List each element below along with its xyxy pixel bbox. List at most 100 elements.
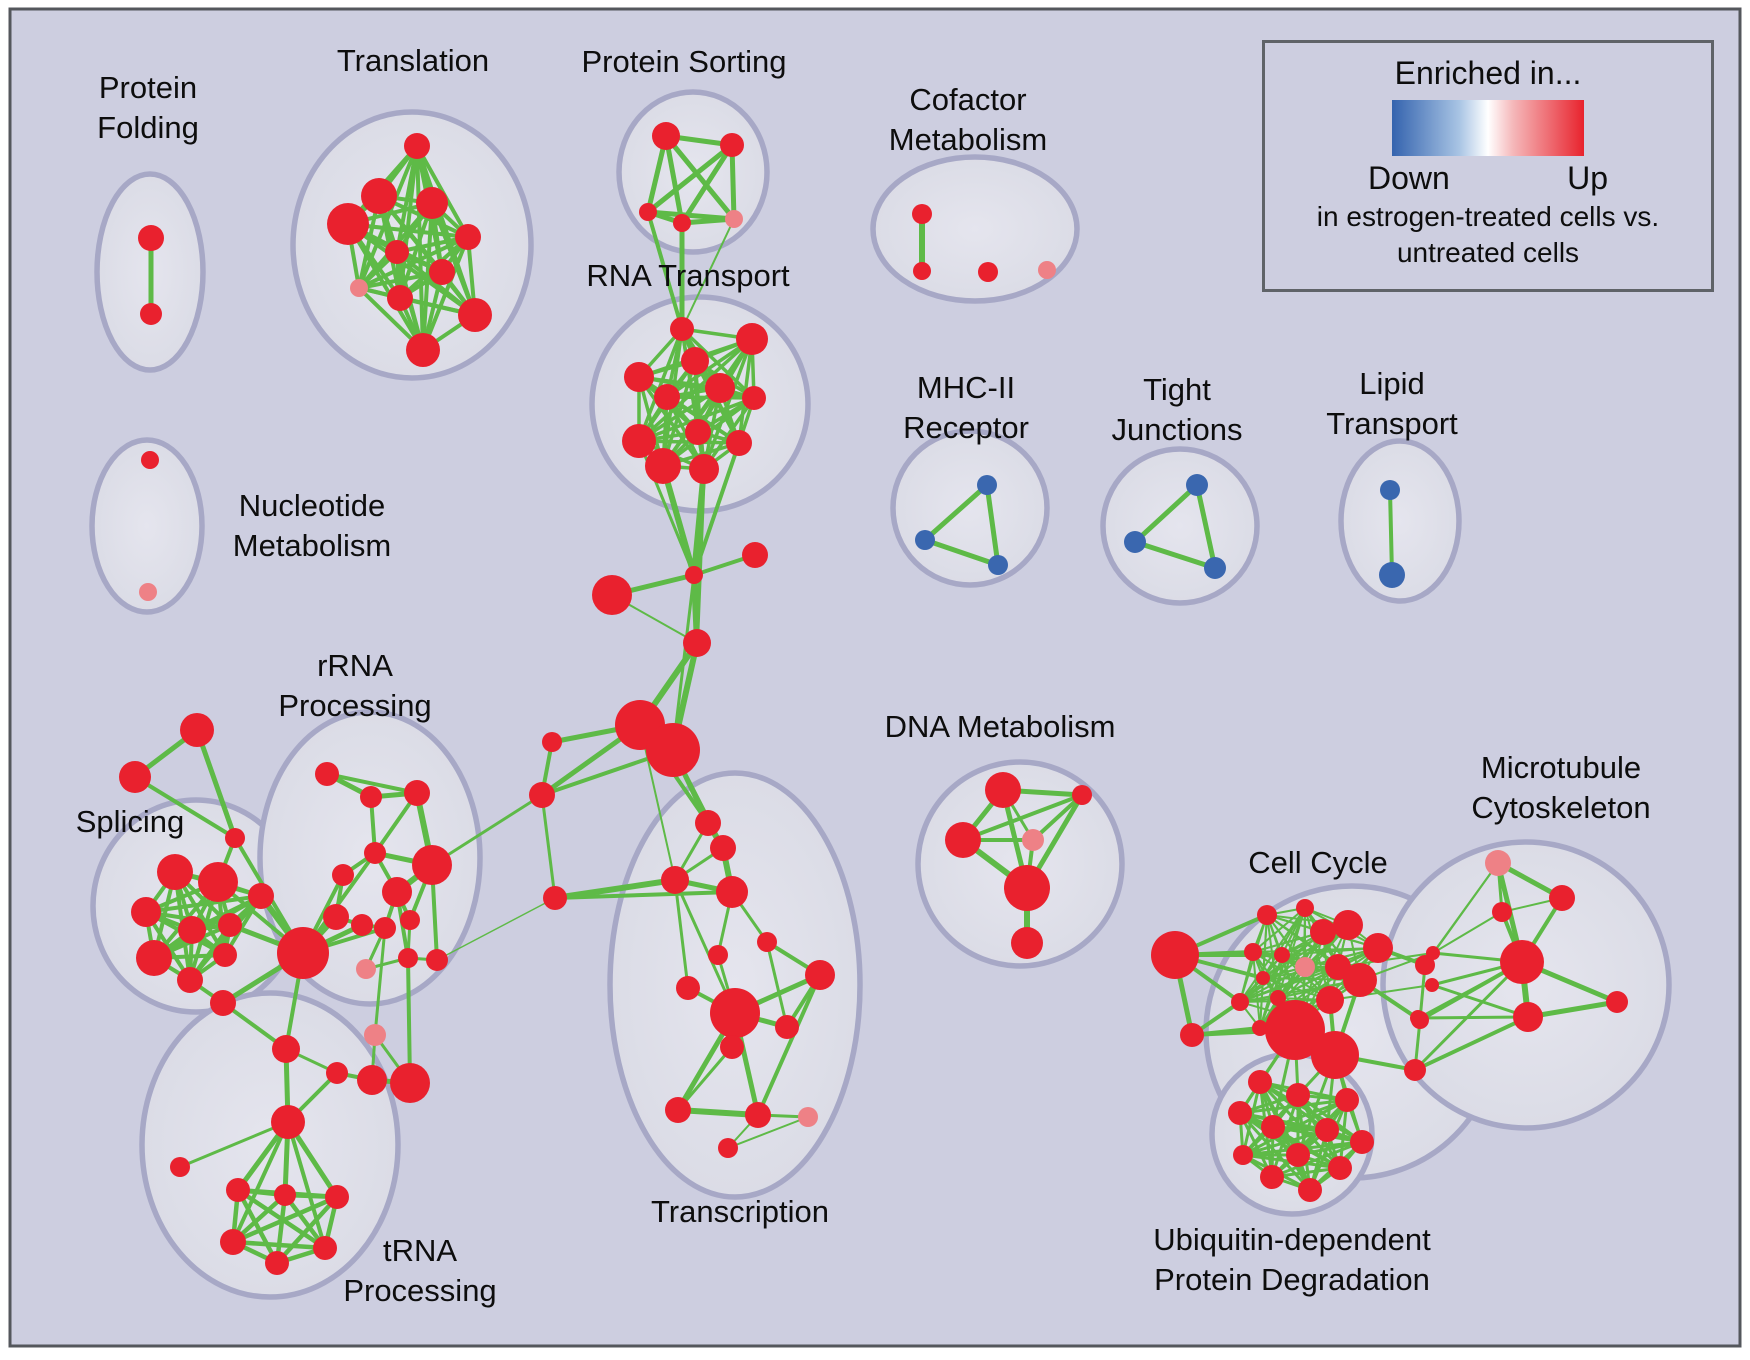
node-ubiquitin-degradation-5: [1315, 1118, 1339, 1142]
node-translation-5: [385, 240, 409, 264]
node-translation-4: [455, 224, 481, 250]
node-transcription-9: [775, 1015, 799, 1039]
node-transcription-13: [798, 1107, 818, 1127]
node-cell-cycle-7: [1244, 943, 1262, 961]
node-rrna-processing-6: [382, 877, 412, 907]
node-splicing-outer-2: [225, 828, 245, 848]
node-rrna-processing-16: [210, 990, 236, 1016]
node-transcription-8: [710, 988, 760, 1038]
cluster-ellipse-nucleotide-metabolism: [89, 437, 205, 615]
edge: [1432, 911, 1503, 954]
node-rna-transport-5: [654, 384, 680, 410]
edge: [274, 1194, 340, 1266]
node-cell-cycle-0: [1151, 931, 1199, 979]
edge: [230, 1194, 340, 1245]
node-cell-cycle-22: [1404, 1059, 1426, 1081]
network-nodes: [119, 122, 1628, 1275]
node-trna-processing-5: [220, 1229, 246, 1255]
edge: [1194, 482, 1218, 571]
node-cell-cycle-3: [1296, 899, 1314, 917]
node-rrna-processing-8: [351, 914, 373, 936]
cluster-label-mhc-ii-receptor: MHC-II Receptor: [903, 370, 1029, 445]
edge: [552, 877, 678, 901]
edge: [756, 973, 822, 1117]
node-transcription-10: [720, 1035, 744, 1059]
node-rna-transport-4: [705, 373, 735, 403]
node-ubiquitin-degradation-4: [1261, 1115, 1285, 1139]
node-cell-cycle-1: [1180, 1023, 1204, 1047]
node-nucleotide-metabolism-0: [141, 451, 159, 469]
edge: [357, 235, 470, 290]
edge: [1239, 979, 1361, 1003]
legend-down-label: Down: [1368, 160, 1450, 196]
edge: [663, 133, 737, 222]
cluster-label-rrna-processing: rRNA Processing: [278, 648, 432, 723]
node-trna-processing-1: [170, 1157, 190, 1177]
node-microtubule-cytoskeleton-0: [1485, 850, 1511, 876]
node-transcription-3: [716, 876, 748, 908]
node-rrna-processing-7: [323, 904, 349, 930]
node-cell-cycle-19: [1311, 1031, 1359, 1079]
legend-title: Enriched in...: [1394, 55, 1582, 91]
node-rna-transport-11: [689, 454, 719, 484]
edge: [765, 940, 789, 1029]
edge: [406, 956, 412, 1085]
node-cell-cycle-8: [1274, 947, 1290, 963]
cluster-label-tight-junctions: Tight Junctions: [1111, 372, 1243, 447]
node-trna-processing-7: [265, 1251, 289, 1275]
edge: [1031, 793, 1084, 842]
edge: [1259, 907, 1306, 1029]
cluster-label-microtubule-cytoskeleton: Microtubule Cytoskeleton: [1471, 750, 1651, 825]
node-connectors-1: [742, 542, 768, 568]
node-splicing-3: [178, 916, 206, 944]
node-translation-9: [458, 298, 492, 332]
node-protein-sorting-2: [639, 203, 657, 221]
cluster-label-translation: Translation: [336, 43, 490, 78]
node-cell-cycle-14: [1231, 993, 1249, 1011]
node-transcription-1: [710, 835, 736, 861]
edge: [178, 1120, 290, 1169]
node-splicing-5: [136, 940, 172, 976]
node-rrna-processing-13: [398, 948, 418, 968]
edge: [1430, 983, 1530, 1019]
node-rna-transport-6: [742, 386, 766, 410]
node-transcription-7: [676, 976, 700, 1000]
node-translation-3: [327, 203, 369, 245]
edge: [1525, 999, 1620, 1020]
edge: [660, 463, 697, 578]
node-tight-junctions-2: [1204, 557, 1226, 579]
node-ubiquitin-degradation-6: [1350, 1130, 1374, 1154]
edge: [695, 467, 706, 645]
node-dna-metabolism-1: [1072, 785, 1092, 805]
node-rna-transport-10: [645, 448, 681, 484]
node-mhc-ii-receptor-1: [915, 530, 935, 550]
node-lipid-transport-1: [1379, 562, 1405, 588]
node-protein-folding-1: [140, 303, 162, 325]
node-ubiquitin-degradation-1: [1286, 1083, 1310, 1107]
edge: [357, 270, 444, 290]
edge: [675, 1107, 761, 1118]
node-cell-cycle-12: [1343, 963, 1377, 997]
node-ubiquitin-degradation-0: [1248, 1070, 1272, 1094]
node-microtubule-cytoskeleton-4: [1513, 1002, 1543, 1032]
edge: [1413, 1015, 1530, 1072]
cluster-ellipse-cofactor-metabolism: [870, 154, 1080, 304]
cluster-label-ubiquitin-degradation: Ubiquitin-dependent Protein Degradation: [1153, 1222, 1431, 1297]
node-ubiquitin-degradation-2: [1335, 1088, 1359, 1112]
node-protein-sorting-3: [673, 214, 691, 232]
node-splicing-outer-1: [119, 761, 151, 793]
node-translation-2: [416, 187, 448, 219]
edge: [727, 1116, 809, 1149]
edge: [961, 793, 1084, 842]
cluster-label-splicing: Splicing: [75, 804, 185, 839]
node-ubiquitin-degradation-7: [1233, 1145, 1253, 1165]
node-rrna-processing-14: [426, 949, 448, 971]
node-ubiquitin-degradation-9: [1328, 1156, 1352, 1180]
node-mhc-ii-receptor-2: [988, 555, 1008, 575]
node-rna-transport-1: [736, 323, 768, 355]
edge: [133, 775, 237, 840]
legend-subtitle-line1: in estrogen-treated cells: [1316, 201, 1616, 232]
node-cell-cycle-20: [1415, 955, 1435, 975]
cluster-label-dna-metabolism: DNA Metabolism: [884, 709, 1116, 744]
node-cell-cycle-18: [1265, 1000, 1325, 1060]
